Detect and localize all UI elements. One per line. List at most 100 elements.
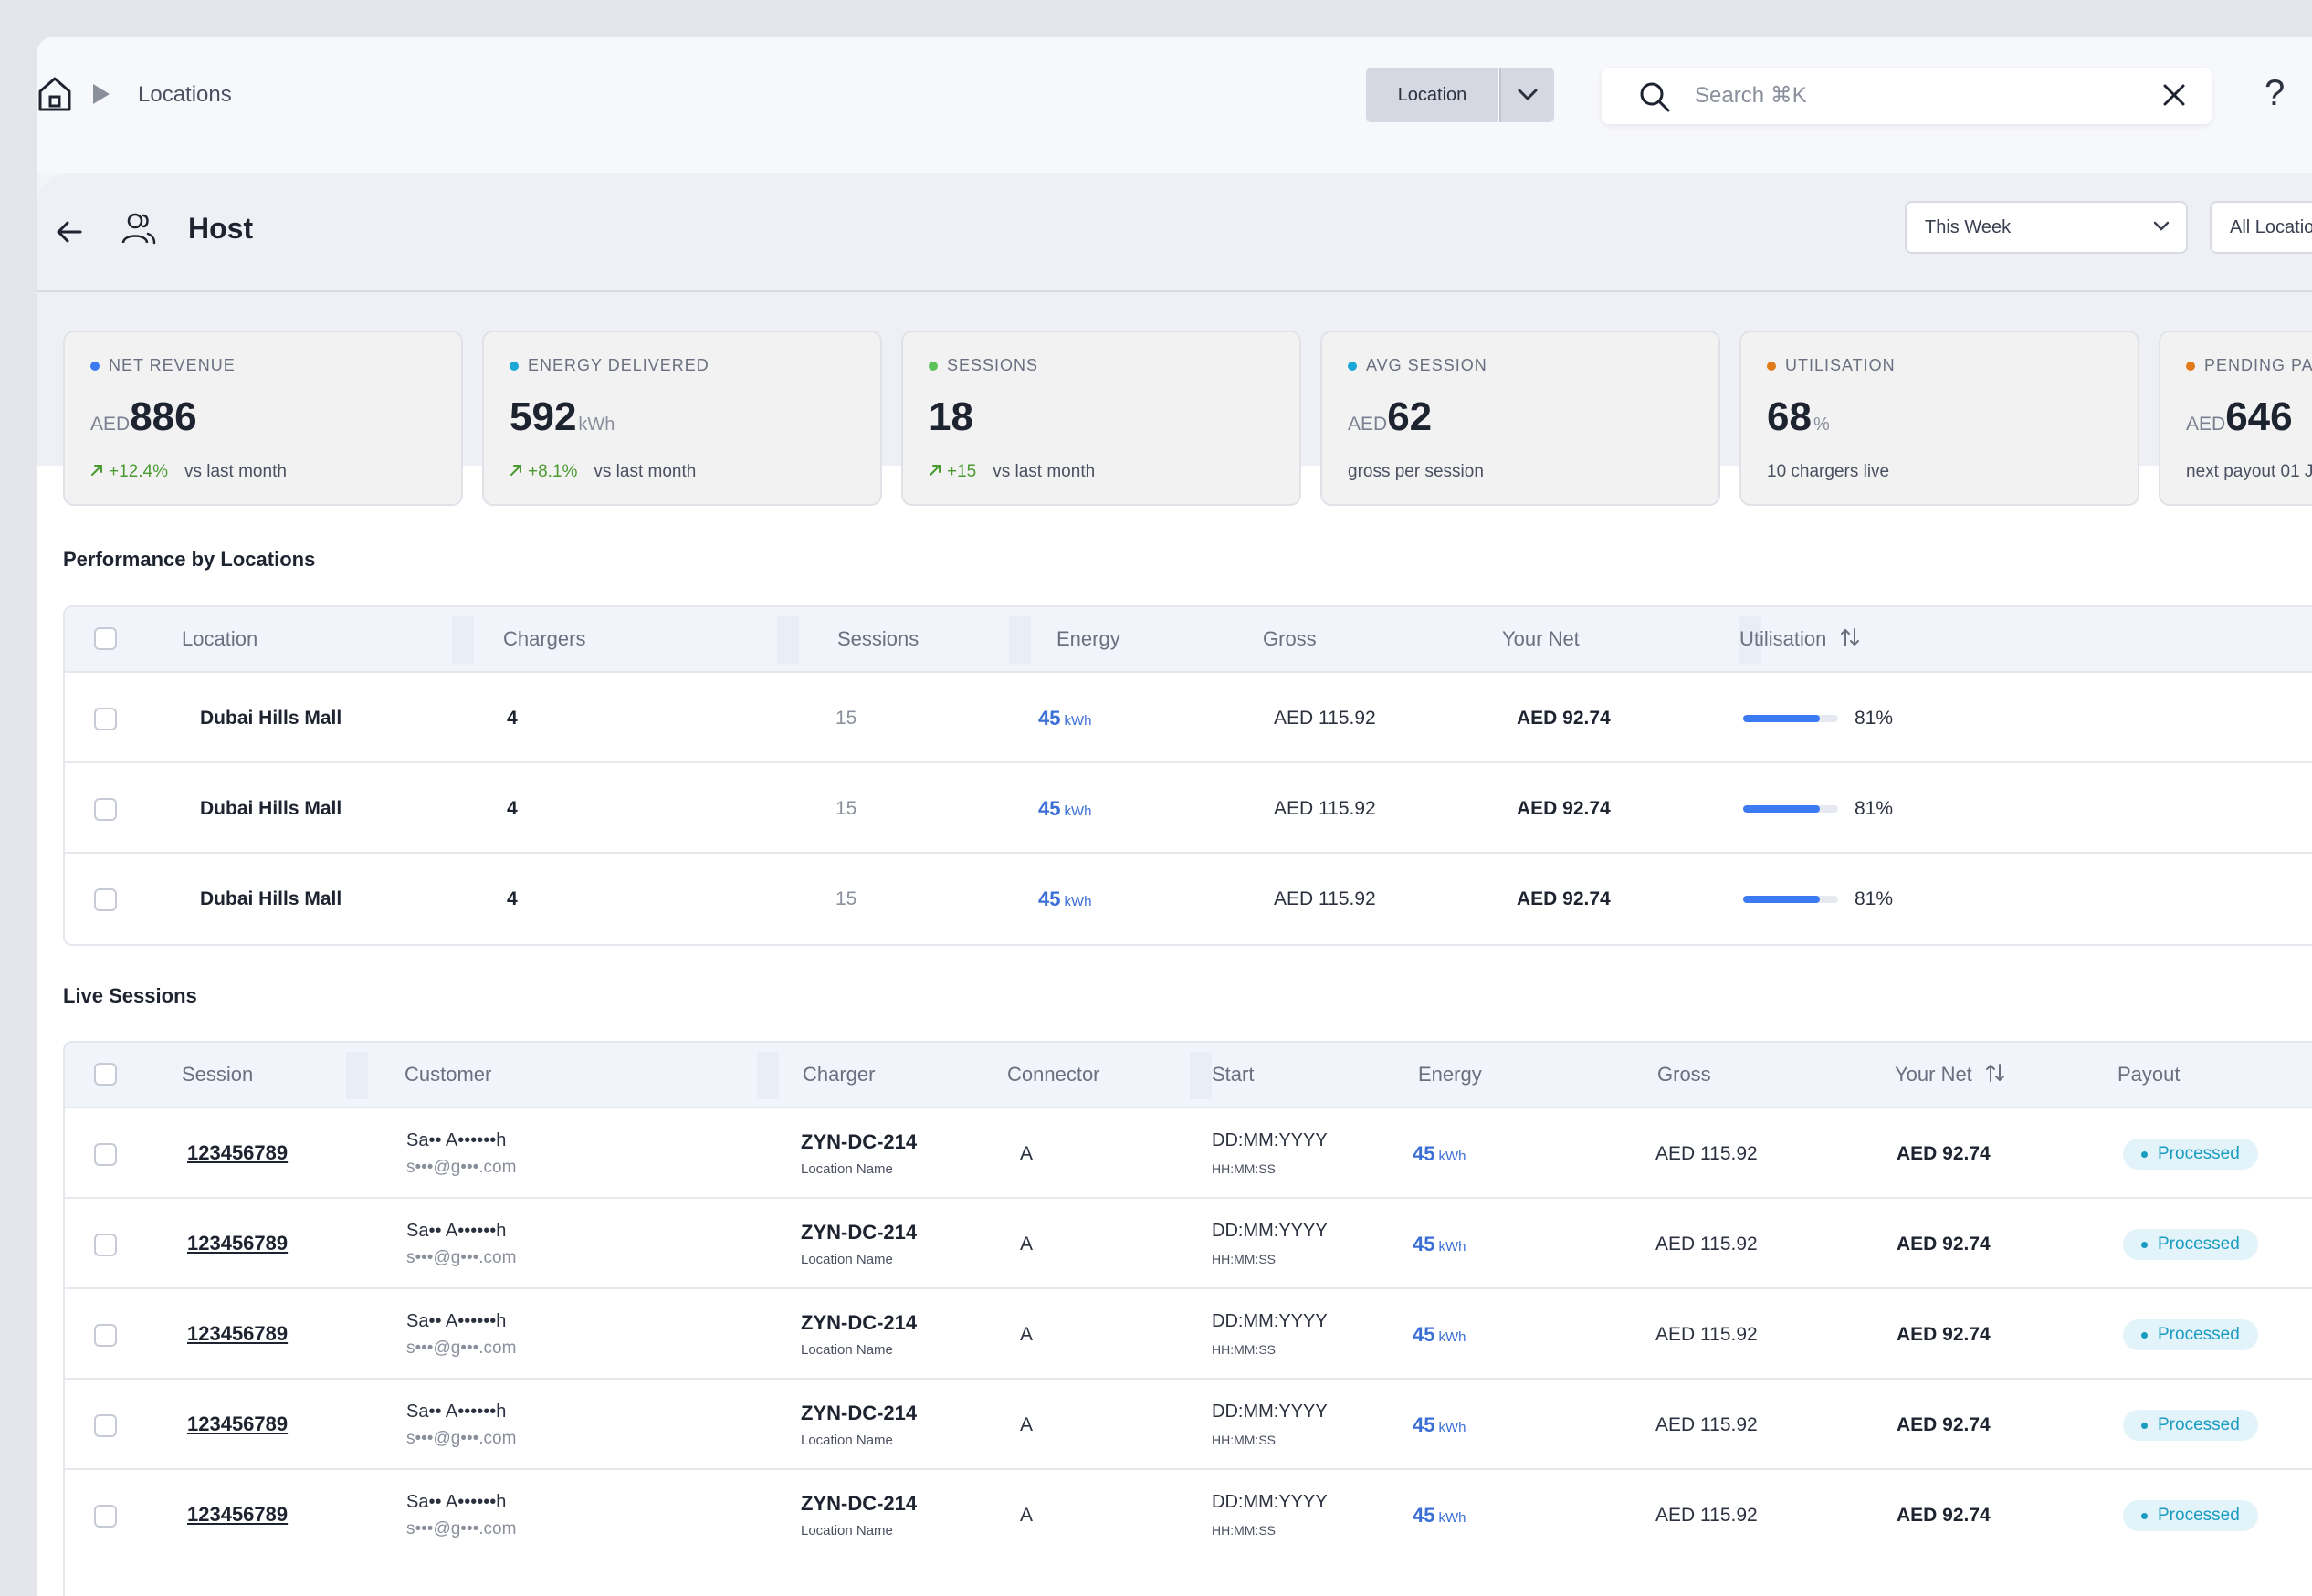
table-row[interactable]: 123456789 Sa•• A••••••h s•••@g•••.com ZYN-D… [65,1470,2312,1560]
session-id-link[interactable]: 123456789 [187,1232,289,1255]
kpi-label: AVG SESSION [1348,356,1487,375]
performance-table-header: Location Chargers Sessions Energy Gross … [65,607,2312,673]
energy-unit: kWh [1438,1420,1466,1435]
session-id-link[interactable]: 123456789 [187,1503,289,1526]
gross-value: AED 115.92 [1655,1234,1758,1255]
sort-icon[interactable] [1840,627,1860,647]
location-filter-dropdown[interactable] [1499,68,1554,122]
customer-email: s•••@g•••.com [406,1248,517,1267]
row-checkbox[interactable] [94,798,117,821]
start-date: DD:MM:YYYY [1212,1402,1328,1422]
period-select-value: This Week [1925,217,2012,237]
status-badge: Processed [2123,1410,2258,1441]
row-checkbox[interactable] [94,1414,117,1437]
close-icon[interactable] [2162,83,2186,107]
charger-id: ZYN-DC-214 [801,1311,918,1334]
chargers-count: 4 [507,798,518,819]
col-payout[interactable]: Payout [2118,1063,2181,1086]
col-connector[interactable]: Connector [1007,1063,1100,1086]
table-row[interactable]: 123456789 Sa•• A••••••h s•••@g•••.com ZYN-D… [65,1380,2312,1470]
row-checkbox[interactable] [94,888,117,911]
utilisation-bar-fill [1743,715,1821,722]
home-icon[interactable] [37,75,73,113]
kpi-card[interactable]: SESSIONS 18 +15 vs last month [901,331,1301,506]
energy-number: 45 [1038,887,1061,910]
kpi-card[interactable]: NET REVENUE AED 886 +12.4% vs last month [63,331,463,506]
utilisation-bar-fill [1743,805,1821,813]
location-name[interactable]: Dubai Hills Mall [200,888,342,909]
session-id-link[interactable]: 123456789 [187,1322,289,1345]
energy-unit: kWh [1064,803,1092,819]
kpi-delta-value: +8.1% [528,462,578,481]
breadcrumb-current[interactable]: Locations [138,82,232,107]
users-icon [121,213,156,245]
table-row[interactable]: 123456789 Sa•• A••••••h s•••@g•••.com ZYN-D… [65,1108,2312,1199]
table-row[interactable]: 123456789 Sa•• A••••••h s•••@g•••.com ZYN-D… [65,1289,2312,1380]
kpi-label-text: UTILISATION [1785,356,1896,374]
start-time: HH:MM:SS [1212,1433,1276,1447]
utilisation-value: 81% [1855,708,1894,729]
status-badge: Processed [2123,1319,2258,1350]
table-row[interactable]: Dubai Hills Mall 4 15 45 kWh AED 115.92 AED 92… [65,763,2312,854]
kpi-card[interactable]: AVG SESSION AED 62 gross per session [1320,331,1720,506]
energy-value: 45 kWh [1038,887,1091,911]
kpi-footer: +12.4% vs last month [90,462,287,482]
column-divider [1190,1052,1212,1099]
select-all-checkbox[interactable] [94,1063,117,1086]
table-row[interactable]: Dubai Hills Mall 4 15 45 kWh AED 115.92 AED 92… [65,854,2312,944]
row-checkbox[interactable] [94,1324,117,1347]
location-name[interactable]: Dubai Hills Mall [200,708,342,729]
help-button[interactable]: ? [2265,73,2286,113]
col-your-net[interactable]: Your Net [1895,1063,2005,1087]
kpi-card[interactable]: ENERGY DELIVERED 592 kWh +8.1% vs last month [482,331,882,506]
session-id-link[interactable]: 123456789 [187,1412,289,1435]
row-checkbox[interactable] [94,1143,117,1166]
location-name[interactable]: Dubai Hills Mall [200,798,342,819]
status-badge: Processed [2123,1139,2258,1170]
locations-select[interactable]: All Locations [2210,201,2312,254]
start-date: DD:MM:YYYY [1212,1311,1328,1331]
col-chargers[interactable]: Chargers [503,627,586,650]
period-select[interactable]: This Week [1905,201,2188,254]
col-customer[interactable]: Customer [405,1063,492,1086]
connector-value: A [1020,1234,1034,1255]
col-utilisation[interactable]: Utilisation [1739,627,1860,651]
col-energy[interactable]: Energy [1418,1063,1482,1086]
energy-unit: kWh [1438,1510,1466,1526]
row-checkbox[interactable] [94,708,117,730]
col-gross[interactable]: Gross [1657,1063,1711,1086]
table-row[interactable]: 123456789 Sa•• A••••••h s•••@g•••.com ZYN-D… [65,1199,2312,1289]
select-all-checkbox[interactable] [94,627,117,650]
back-arrow-icon[interactable] [55,217,84,247]
search-input[interactable] [1695,80,2097,111]
energy-value: 45 kWh [1413,1323,1466,1347]
col-energy[interactable]: Energy [1056,627,1120,650]
kpi-label: PENDING PAYOUT [2186,356,2312,375]
gross-value: AED 115.92 [1274,798,1376,819]
row-checkbox[interactable] [94,1234,117,1256]
col-location[interactable]: Location [182,627,258,650]
col-sessions[interactable]: Sessions [837,627,920,650]
gross-value: AED 115.92 [1655,1414,1758,1435]
table-row[interactable]: Dubai Hills Mall 4 15 45 kWh AED 115.92 AED 92… [65,673,2312,763]
kpi-number: 886 [130,394,197,439]
kpi-card[interactable]: UTILISATION 68% 10 chargers live [1739,331,2139,506]
performance-title: Performance by Locations [63,548,316,571]
row-checkbox[interactable] [94,1505,117,1528]
energy-number: 45 [1038,707,1061,730]
net-value: AED 92.74 [1517,708,1611,729]
col-session[interactable]: Session [182,1063,254,1086]
col-your-net[interactable]: Your Net [1502,627,1580,650]
location-filter-button[interactable]: Location [1366,68,1498,122]
sort-icon[interactable] [1985,1063,2005,1083]
col-gross[interactable]: Gross [1263,627,1317,650]
connector-value: A [1020,1324,1034,1345]
chevron-down-icon [1518,89,1538,101]
kpi-footer: +15 vs last month [929,462,1095,482]
col-charger[interactable]: Charger [803,1063,876,1086]
gross-value: AED 115.92 [1655,1505,1758,1526]
session-id-link[interactable]: 123456789 [187,1141,289,1164]
col-start[interactable]: Start [1212,1063,1255,1086]
net-value: AED 92.74 [1517,888,1611,909]
